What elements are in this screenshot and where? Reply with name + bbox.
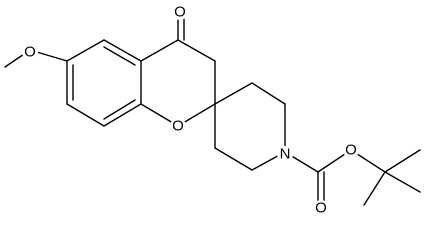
bond: [140, 39, 179, 62]
bond: [214, 82, 253, 105]
label-background: [277, 146, 293, 162]
atom-label: O: [24, 44, 36, 61]
atom-label: O: [315, 200, 327, 217]
label-background: [172, 4, 188, 20]
bonds: [4, 11, 421, 209]
bond: [103, 39, 142, 62]
atom-label: O: [345, 142, 357, 159]
bond: [384, 149, 421, 173]
bond: [251, 82, 286, 105]
bond: [103, 99, 136, 120]
bond: [103, 103, 142, 127]
label-background: [170, 118, 186, 134]
molecule-diagram: O O O N O O: [4, 4, 421, 217]
atom-label: O: [172, 118, 184, 135]
atom-label: N: [280, 146, 291, 163]
label-background: [22, 44, 38, 60]
bond: [384, 171, 421, 193]
bond: [66, 103, 105, 127]
bond: [214, 147, 253, 171]
label-background: [343, 142, 359, 158]
bond: [66, 39, 105, 62]
bond: [363, 171, 386, 206]
bond: [103, 46, 136, 66]
bond: [177, 39, 216, 62]
atom-label: O: [174, 4, 186, 21]
atom-labels: O O O N O O: [22, 4, 359, 217]
label-background: [313, 200, 329, 216]
